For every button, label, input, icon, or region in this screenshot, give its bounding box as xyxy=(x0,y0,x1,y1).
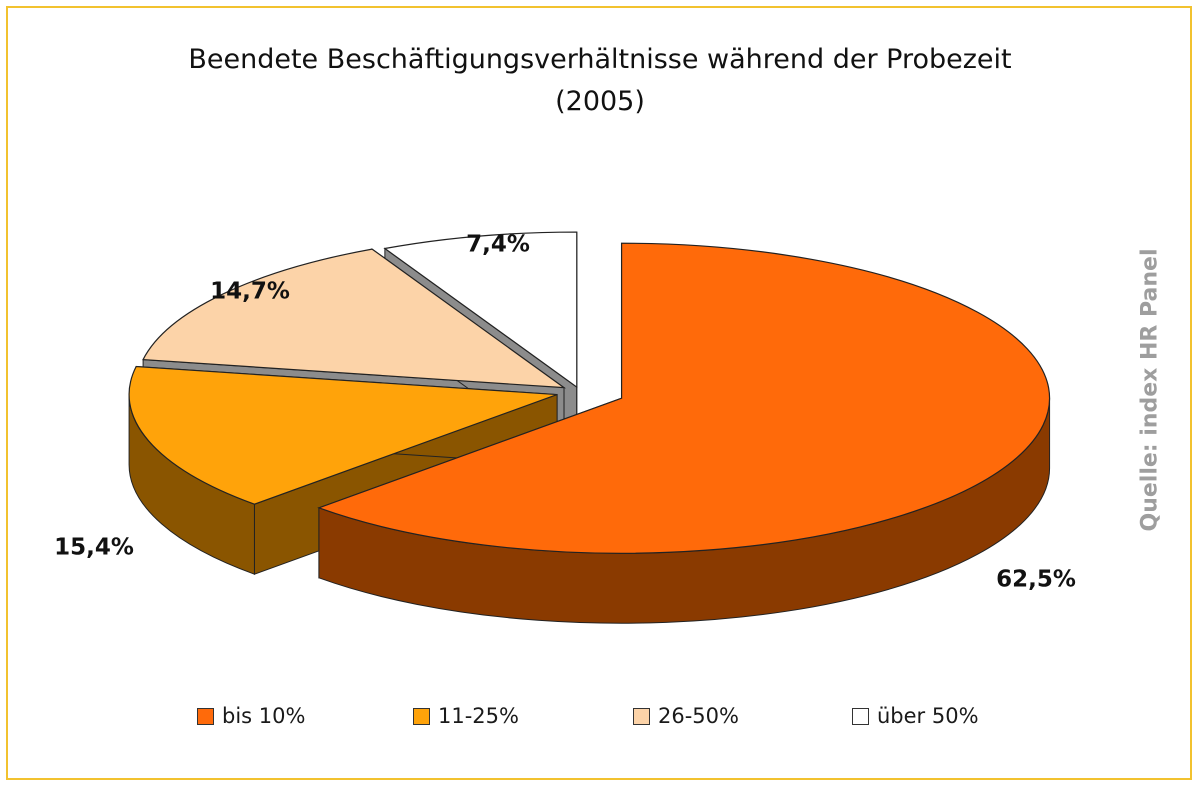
legend-swatch xyxy=(633,707,650,725)
pie-slice-2 xyxy=(128,365,558,505)
legend-swatch xyxy=(852,707,869,725)
pie-slice-1 xyxy=(317,242,1051,554)
legend-swatch xyxy=(413,707,430,725)
legend-item-26-50: 26-50% xyxy=(633,704,739,728)
chart-subtitle: (2005) xyxy=(555,86,645,117)
legend-label: über 50% xyxy=(877,704,979,728)
legend-item-11-25: 11-25% xyxy=(413,704,519,728)
legend-item-bis-10: bis 10% xyxy=(197,704,305,728)
pie-slice-4 xyxy=(383,231,578,389)
legend-item-ueber-50: über 50% xyxy=(852,704,979,728)
data-label: 14,7% xyxy=(210,279,290,305)
chart-title: Beendete Beschäftigungsverhältnisse währ… xyxy=(188,44,1012,75)
data-label: 15,4% xyxy=(54,535,134,561)
legend-swatch xyxy=(197,707,214,725)
source-note: Quelle: index HR Panel xyxy=(1137,248,1163,532)
data-label: 62,5% xyxy=(996,567,1076,593)
legend-label: bis 10% xyxy=(222,704,306,728)
legend-label: 26-50% xyxy=(658,704,739,728)
legend-label: 11-25% xyxy=(438,704,519,728)
chart-frame xyxy=(6,6,1192,780)
data-label: 7,4% xyxy=(466,232,530,258)
pie-slice-3 xyxy=(142,248,567,389)
